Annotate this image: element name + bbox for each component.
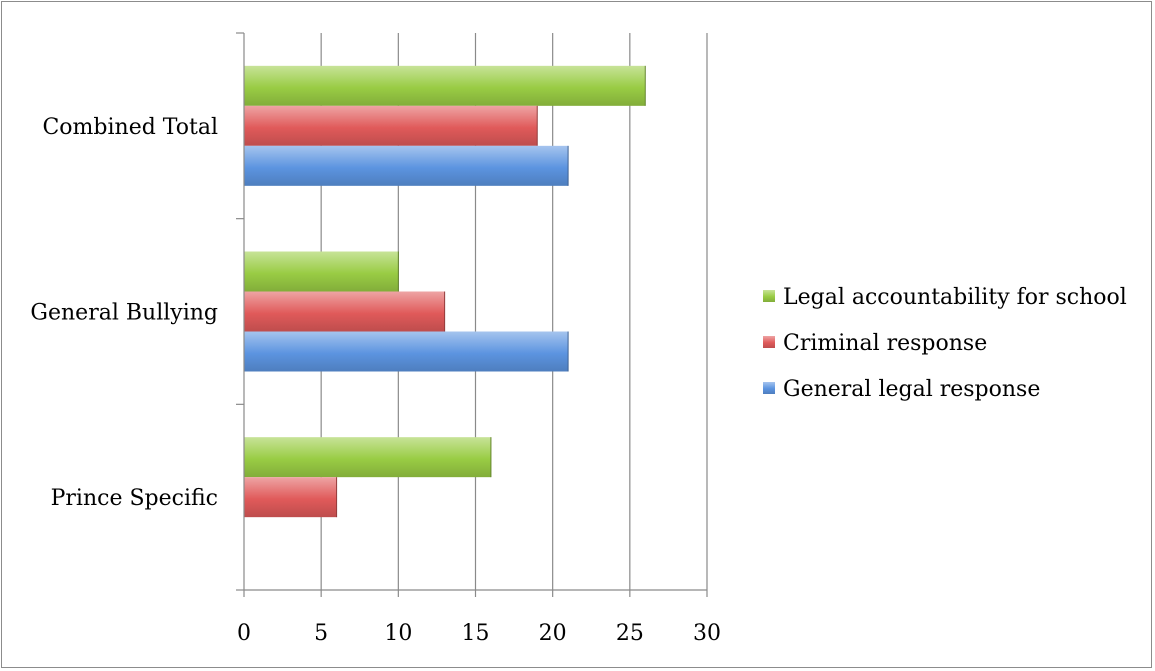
x-tick-label-15: 15 xyxy=(462,621,490,646)
legend-label-legal-accountability-for-school: Legal accountability for school xyxy=(783,285,1127,310)
x-tick-label-30: 30 xyxy=(693,621,721,646)
legend-swatch-general-legal-response xyxy=(763,382,775,394)
axis-labels: 0 5 10 15 20 25 30 Combined Total General Bullyi… xyxy=(30,115,721,646)
legend: Legal accountability for school Criminal … xyxy=(763,285,1127,402)
bar-general-legal-response-combined-total xyxy=(244,146,568,186)
bars xyxy=(244,66,645,517)
category-label-general-bullying: General Bullying xyxy=(30,301,218,326)
x-tick-label-5: 5 xyxy=(314,621,328,646)
x-tick-label-0: 0 xyxy=(237,621,251,646)
bar-criminal-response-combined-total xyxy=(244,106,537,146)
category-label-combined-total: Combined Total xyxy=(42,115,218,140)
x-tick-label-25: 25 xyxy=(616,621,644,646)
legend-swatch-criminal-response xyxy=(763,336,775,348)
bar-criminal-response-prince-specific xyxy=(244,477,337,517)
x-tick-label-10: 10 xyxy=(384,621,412,646)
bar-legal-accountability-for-school-prince-specific xyxy=(244,437,491,477)
bar-general-legal-response-general-bullying xyxy=(244,332,568,372)
bar-criminal-response-general-bullying xyxy=(244,292,445,332)
legend-swatch-legal-accountability-for-school xyxy=(763,290,775,302)
bar-legal-accountability-for-school-general-bullying xyxy=(244,252,398,292)
legend-label-criminal-response: Criminal response xyxy=(783,331,987,356)
legend-label-general-legal-response: General legal response xyxy=(783,377,1040,402)
bar-legal-accountability-for-school-combined-total xyxy=(244,66,645,106)
category-label-prince-specific: Prince Specific xyxy=(51,486,218,511)
x-tick-label-20: 20 xyxy=(539,621,567,646)
